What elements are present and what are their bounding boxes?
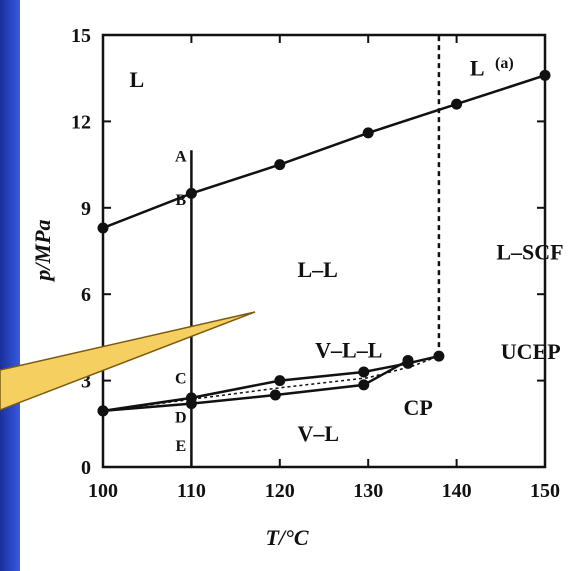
point-label: C bbox=[175, 370, 187, 387]
x-tick-label: 140 bbox=[442, 480, 472, 502]
region-label: V–L–L bbox=[315, 338, 382, 363]
axis-tick-labels: 100 110 120 130 140 150 0 3 6 9 12 15 bbox=[71, 25, 560, 502]
series-line-3 bbox=[102, 355, 440, 412]
callout-pointer bbox=[0, 311, 256, 411]
data-point bbox=[539, 69, 551, 81]
point-label: E bbox=[175, 438, 186, 455]
region-label: L–SCF bbox=[496, 240, 563, 265]
series-line-1 bbox=[102, 354, 440, 413]
y-tick-label: 9 bbox=[81, 198, 91, 220]
point-labels: A B C DE bbox=[175, 149, 187, 455]
data-point bbox=[185, 187, 197, 199]
data-point bbox=[274, 159, 286, 171]
point-label: A bbox=[175, 149, 187, 166]
panel-label: (a) bbox=[495, 55, 514, 72]
data-point bbox=[97, 405, 109, 417]
x-tick-label: 150 bbox=[530, 480, 560, 502]
region-label: L bbox=[130, 67, 145, 92]
x-tick-label: 110 bbox=[177, 480, 206, 502]
y-axis-title: p/MPa bbox=[30, 219, 55, 282]
plot-frame bbox=[101, 33, 547, 469]
region-label: L bbox=[470, 55, 485, 80]
point-label: B bbox=[175, 192, 186, 209]
series-lines bbox=[102, 35, 546, 467]
x-tick-label: 100 bbox=[88, 480, 118, 502]
region-label: CP bbox=[404, 395, 433, 420]
y-tick-label: 6 bbox=[81, 284, 91, 306]
point-label: D bbox=[175, 409, 187, 426]
x-axis-title: T/°C bbox=[265, 525, 308, 550]
data-point bbox=[274, 375, 286, 387]
y-tick-label: 3 bbox=[81, 371, 91, 393]
region-label: L–L bbox=[297, 257, 337, 282]
y-tick-label: 0 bbox=[81, 457, 91, 479]
data-point bbox=[358, 366, 370, 378]
data-point bbox=[451, 98, 463, 110]
axis-ticks bbox=[102, 34, 546, 468]
data-point bbox=[402, 354, 414, 366]
region-label: UCEP bbox=[501, 339, 561, 364]
series-line-0 bbox=[102, 74, 546, 230]
data-point bbox=[358, 379, 370, 391]
data-point bbox=[269, 389, 281, 401]
series-markers bbox=[97, 69, 551, 417]
data-point bbox=[362, 127, 374, 139]
x-tick-label: 120 bbox=[265, 480, 295, 502]
y-tick-label: 15 bbox=[71, 25, 91, 47]
x-tick-label: 130 bbox=[353, 480, 383, 502]
region-labels: L L L–L L–SCF V–L–L V–L UCEP CP bbox=[130, 55, 564, 446]
y-tick-label: 12 bbox=[71, 111, 91, 133]
data-point bbox=[433, 350, 445, 362]
slide-edge-bar bbox=[0, 0, 20, 571]
region-label: V–L bbox=[297, 421, 339, 446]
data-point bbox=[97, 222, 109, 234]
data-point bbox=[185, 398, 197, 410]
